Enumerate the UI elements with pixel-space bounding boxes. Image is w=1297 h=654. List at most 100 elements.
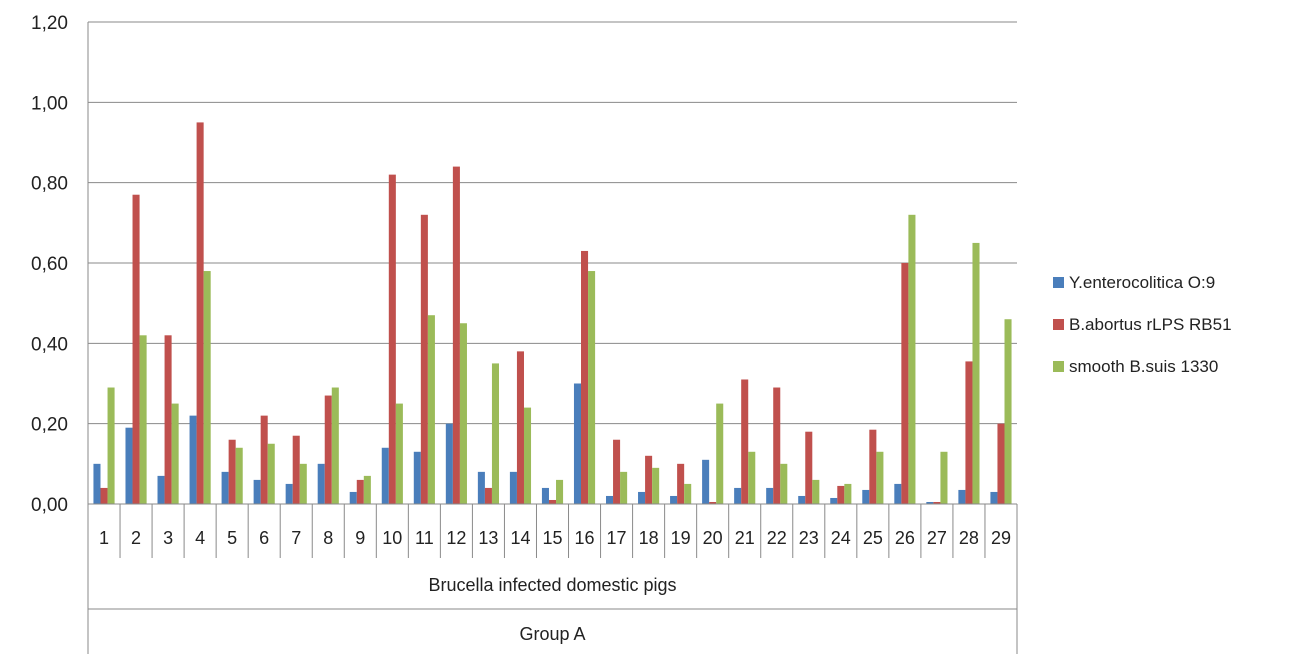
- y-tick-labels: 0,00 0,20 0,40 0,60 0,80 1,00 1,20: [31, 13, 68, 516]
- x-tick-label: 9: [355, 528, 365, 548]
- bar: [523, 407, 532, 504]
- y-tick-label: 0,80: [31, 174, 68, 195]
- x-tick-label: 4: [195, 528, 205, 548]
- bar: [613, 439, 621, 504]
- axes: [87, 22, 1018, 654]
- x-tick-label: 21: [735, 528, 755, 548]
- legend-label: smooth B.suis 1330: [1069, 357, 1218, 376]
- bar: [548, 499, 557, 504]
- bar: [933, 501, 941, 504]
- x-tick-label: 12: [446, 528, 466, 548]
- y-tick-label: 0,60: [31, 254, 68, 275]
- bar: [830, 497, 838, 504]
- bar: [157, 475, 165, 504]
- bar: [228, 439, 236, 504]
- x-tick-label: 15: [542, 528, 562, 548]
- x-tick-label: 22: [767, 528, 787, 548]
- legend-swatch: [1053, 277, 1064, 288]
- bar: [972, 242, 980, 504]
- bar: [317, 463, 325, 504]
- bar: [139, 335, 147, 504]
- x-tick-label: 3: [163, 528, 173, 548]
- x-tick-label: 18: [639, 528, 659, 548]
- bar: [541, 487, 549, 504]
- bar: [235, 447, 243, 504]
- bar: [445, 423, 453, 504]
- bar: [908, 214, 916, 505]
- x-tick-label: 13: [478, 528, 498, 548]
- bar: [189, 415, 197, 504]
- bar: [684, 483, 692, 504]
- bar: [356, 479, 364, 504]
- bar: [573, 383, 582, 504]
- bar: [125, 427, 133, 504]
- y-tick-label: 0,40: [31, 334, 68, 355]
- bar: [702, 459, 710, 504]
- bar: [420, 214, 428, 505]
- bar: [299, 463, 307, 504]
- bar: [556, 479, 564, 504]
- x-tick-label: 26: [895, 528, 915, 548]
- legend: Y.enterocolitica O:9 B.abortus rLPS RB51 s…: [1053, 273, 1232, 376]
- x-tick-label: 27: [927, 528, 947, 548]
- bar: [253, 479, 261, 504]
- bar: [267, 443, 275, 504]
- bar: [716, 403, 724, 504]
- bar: [395, 403, 403, 504]
- bar: [997, 423, 1005, 504]
- x-tick-label: 7: [291, 528, 301, 548]
- bar: [990, 491, 998, 504]
- legend-swatch: [1053, 361, 1064, 372]
- bar: [958, 489, 966, 504]
- bar: [812, 479, 820, 504]
- bar: [670, 495, 678, 504]
- bar: [349, 491, 357, 504]
- bar: [477, 471, 485, 504]
- y-tick-label: 1,00: [31, 93, 68, 114]
- bar: [164, 335, 172, 504]
- bar: [171, 403, 179, 504]
- y-tick-label: 0,20: [31, 415, 68, 436]
- bar: [1004, 319, 1012, 504]
- bar: [381, 447, 389, 504]
- bar: [734, 487, 742, 504]
- x-tick-label: 19: [671, 528, 691, 548]
- bar: [926, 501, 934, 504]
- x-tick-label: 20: [703, 528, 723, 548]
- bar: [203, 271, 211, 504]
- bar: [491, 363, 500, 504]
- x-tick-label: 1: [99, 528, 109, 548]
- bar: [100, 487, 108, 504]
- legend-label: B.abortus rLPS RB51: [1069, 315, 1232, 334]
- x-tick-label: 2: [131, 528, 141, 548]
- bar: [869, 429, 877, 504]
- category-group-label: Brucella infected domestic pigs: [428, 575, 676, 595]
- legend-label: Y.enterocolitica O:9: [1069, 273, 1215, 292]
- x-tick-label: 10: [382, 528, 402, 548]
- bar: [645, 455, 653, 504]
- bar: [260, 415, 268, 504]
- bar: [388, 174, 396, 504]
- bar: [638, 491, 646, 504]
- bar: [413, 451, 421, 504]
- bar: [427, 315, 435, 504]
- bar: [509, 471, 517, 504]
- x-tick-label: 5: [227, 528, 237, 548]
- bar: [459, 323, 467, 504]
- bar: [677, 463, 685, 504]
- bar: [837, 485, 845, 504]
- bar: [292, 435, 300, 504]
- bar: [894, 483, 902, 504]
- x-tick-label: 11: [415, 528, 434, 548]
- bar: [805, 431, 813, 504]
- bar: [132, 194, 140, 504]
- y-tick-label: 0,00: [31, 495, 68, 516]
- bar: [709, 501, 717, 504]
- bar: [221, 471, 229, 504]
- y-tick-label: 1,20: [31, 13, 68, 34]
- bar: [605, 495, 614, 504]
- x-tick-label: 8: [323, 528, 333, 548]
- bars: [93, 122, 1012, 505]
- bar: [844, 483, 852, 504]
